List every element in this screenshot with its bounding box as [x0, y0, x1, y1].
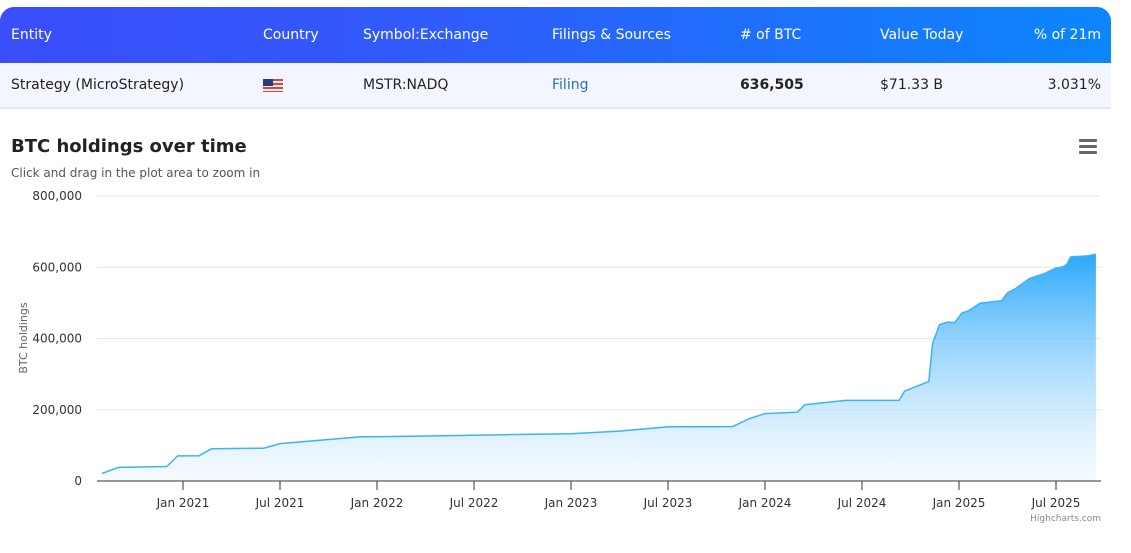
header-btc[interactable]: # of BTC: [740, 27, 802, 43]
x-tick-label: Jan 2021: [156, 496, 210, 510]
header-entity[interactable]: Entity: [11, 27, 52, 43]
chart-title: BTC holdings over time: [11, 136, 247, 157]
y-axis-title: BTC holdings: [17, 302, 30, 374]
header-value[interactable]: Value Today: [880, 27, 964, 43]
x-tick-label: Jul 2022: [449, 496, 499, 510]
pct-of-21m: 3.031%: [1047, 77, 1101, 93]
x-tick-label: Jul 2021: [255, 496, 305, 510]
hamburger-menu-icon[interactable]: [1077, 139, 1099, 157]
table-row: Strategy (MicroStrategy) MSTR:NADQ Filin…: [0, 63, 1111, 109]
x-tick-label: Jul 2025: [1031, 496, 1081, 510]
value-today: $71.33 B: [880, 77, 944, 93]
highcharts-credits[interactable]: Highcharts.com: [1030, 514, 1101, 524]
x-tick-label: Jul 2024: [837, 496, 887, 510]
chart-subtitle: Click and drag in the plot area to zoom …: [11, 166, 261, 180]
table-header: Entity Country Symbol:Exchange Filings &…: [0, 7, 1111, 63]
y-tick-label: 0: [74, 474, 82, 488]
filing-link[interactable]: Filing: [552, 77, 589, 93]
header-country[interactable]: Country: [263, 27, 319, 43]
header-filings[interactable]: Filings & Sources: [552, 27, 671, 43]
area-fill: [102, 254, 1096, 481]
series-line: [101, 253, 1097, 475]
header-pct[interactable]: % of 21m: [1033, 27, 1101, 43]
y-axis-labels: 0 200,000 400,000 600,000 800,000: [32, 189, 82, 488]
entity-name: Strategy (MicroStrategy): [11, 77, 185, 93]
country-cell: [263, 63, 283, 107]
y-tick-label: 600,000: [32, 260, 82, 274]
btc-count: 636,505: [740, 77, 804, 93]
y-tick-label: 400,000: [32, 332, 82, 346]
x-tick-label: Jul 2023: [643, 496, 693, 510]
x-tick-label: Jan 2025: [932, 496, 986, 510]
header-symbol[interactable]: Symbol:Exchange: [363, 27, 489, 43]
y-tick-label: 800,000: [32, 189, 82, 203]
x-tick-label: Jan 2022: [350, 496, 404, 510]
us-flag-icon: [263, 78, 283, 92]
holdings-table: Entity Country Symbol:Exchange Filings &…: [0, 7, 1111, 109]
y-tick-label: 200,000: [32, 403, 82, 417]
x-tick-label: Jan 2024: [738, 496, 792, 510]
y-gridlines: [97, 195, 1101, 411]
x-axis-labels: Jan 2021 Jul 2021 Jan 2022 Jul 2022 Jan 2023…: [156, 481, 1081, 510]
symbol-exchange: MSTR:NADQ: [363, 77, 449, 93]
x-tick-label: Jan 2023: [544, 496, 598, 510]
